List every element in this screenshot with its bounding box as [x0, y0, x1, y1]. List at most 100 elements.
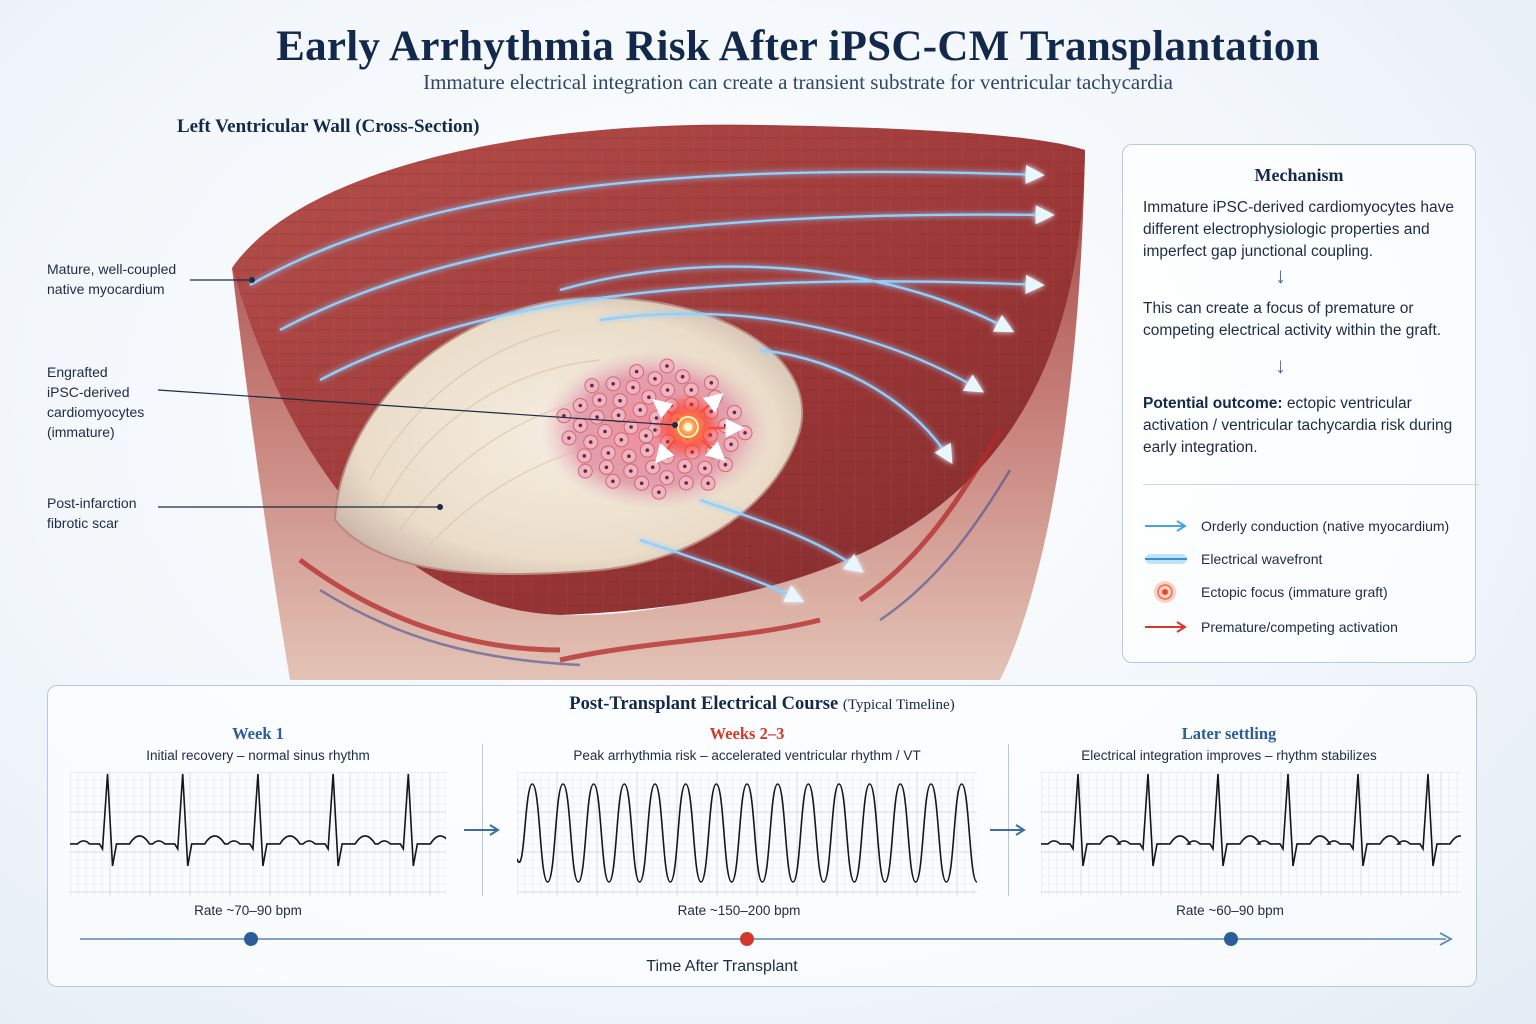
mechanism-outcome: Potential outcome: ectopic ventricular a…: [1143, 395, 1453, 456]
graft-cell-nucleus: [650, 465, 655, 470]
stage-divider: [482, 744, 483, 896]
graft-cell-nucleus: [665, 364, 669, 368]
ecg-trace: [70, 773, 446, 867]
callout-scar: Post-infarction fibrotic scar: [47, 495, 137, 531]
graft-cell-nucleus: [611, 479, 615, 484]
rate-week-1: Rate ~70–90 bpm: [194, 903, 302, 918]
graft-cell-nucleus: [743, 431, 747, 435]
stage-title: Later settling: [1181, 724, 1277, 743]
graft-cell-nucleus: [606, 451, 611, 455]
graft-cell-nucleus: [578, 403, 583, 408]
stage-week-1: Week 1 Initial recovery – normal sinus r…: [70, 724, 446, 763]
graft-cell-nucleus: [604, 465, 609, 470]
coronary-vessels: [298, 428, 1003, 663]
mechanism-step-1: Immature iPSC-derived cardiomyocytes hav…: [1143, 199, 1454, 260]
graft-cell-nucleus: [709, 381, 714, 385]
graft-cell-nucleus: [583, 469, 588, 473]
graft-cell-nucleus: [597, 398, 602, 402]
rate-weeks-2-3: Rate ~150–200 bpm: [677, 903, 801, 918]
timeline-title: Post-Transplant Electrical Course (Typic…: [569, 694, 955, 714]
blue-arrow-icon: [1145, 520, 1187, 532]
red-arrow-icon: [1145, 621, 1187, 633]
graft-cell-nucleus: [567, 436, 571, 440]
legend-divider: [1143, 484, 1479, 485]
graft-cell-nucleus: [706, 481, 710, 486]
stage-divider: [1008, 744, 1009, 896]
graft-cell-nucleus: [616, 413, 621, 418]
legend-item-ectopic-focus: Ectopic focus (immature graft): [1143, 580, 1388, 604]
graft-cell-nucleus: [653, 376, 657, 381]
ecg-grid-background: [70, 772, 446, 896]
graft-cell-nucleus: [665, 388, 670, 392]
ecg-trace: [517, 783, 977, 883]
graft-cell-nucleus: [729, 442, 733, 447]
legend-item-orderly-conduction: Orderly conduction (native myocardium): [1143, 514, 1449, 538]
ecg-strip-sinus-later: [1041, 772, 1461, 896]
page-subtitle: Immature electrical integration can crea…: [423, 70, 1173, 94]
down-arrow-icon: ↓: [1275, 263, 1286, 288]
graft-cell-nucleus: [562, 414, 566, 418]
stage-description: Peak arrhythmia risk – accelerated ventr…: [573, 748, 921, 763]
legend-item-wavefront: Electrical wavefront: [1143, 547, 1322, 571]
graft-cell-nucleus: [629, 469, 633, 473]
time-axis-label: Time After Transplant: [646, 958, 798, 975]
section-title: Left Ventricular Wall (Cross-Section): [177, 116, 480, 137]
ecg-strip-sinus-week-1: [70, 772, 446, 896]
graft-cell-nucleus: [647, 395, 651, 400]
stage-later-settling: Later settling Electrical integration im…: [1041, 724, 1417, 763]
graft-cell-nucleus: [595, 415, 599, 419]
progression-arrow-icon: [464, 824, 500, 836]
stage-description: Electrical integration improves – rhythm…: [1081, 748, 1377, 763]
graft-cell-nucleus: [732, 410, 737, 415]
graft-cell-nucleus: [588, 440, 593, 444]
ecg-grid-background: [1041, 772, 1461, 896]
callout-lines: [157, 279, 676, 508]
graft-cell-nucleus: [618, 398, 622, 403]
graft-cell-nucleus: [683, 464, 687, 469]
graft-cell-nucleus: [665, 455, 669, 459]
graft-cell-nucleus: [645, 448, 650, 453]
graft-cell-nucleus: [639, 481, 644, 486]
mechanism-title: Mechanism: [1254, 165, 1344, 185]
graft-cell-nucleus: [665, 475, 669, 480]
stage-title: Week 1: [232, 724, 284, 743]
graft-cell-nucleus: [582, 454, 587, 458]
graft-cell-nucleus: [689, 388, 694, 392]
graft-cell-nucleus: [680, 374, 685, 379]
legend-item-premature-activation: Premature/competing activation: [1143, 615, 1398, 639]
callout-graft: Engrafted iPSC-derived cardiomyocytes (i…: [47, 364, 145, 440]
ecg-strip-vt: [517, 772, 977, 896]
ecg-grid-background: [517, 772, 977, 896]
stage-weeks-2-3: Weeks 2–3 Peak arrhythmia risk – acceler…: [517, 724, 977, 763]
graft-cell-nucleus: [703, 466, 707, 471]
glow-line-icon: [1145, 554, 1187, 564]
stage-description: Initial recovery – normal sinus rhythm: [146, 748, 370, 763]
conduction-pathways: [249, 164, 1055, 603]
graft-cell-nucleus: [631, 385, 635, 390]
mechanism-step-2: This can create a focus of premature or …: [1143, 300, 1442, 339]
ecg-trace: [1041, 773, 1461, 867]
mechanism-panel: Mechanism Immature iPSC-derived cardiomy…: [1122, 144, 1479, 663]
premature-activation-arrows: [652, 392, 745, 464]
graft-cell-nucleus: [590, 383, 594, 388]
progression-arrow-icon: [990, 824, 1026, 836]
stage-title: Weeks 2–3: [709, 724, 785, 743]
graft-cell-nucleus: [638, 408, 642, 412]
down-arrow-icon: ↓: [1275, 353, 1286, 378]
graft-cell-nucleus: [619, 438, 624, 442]
graft-cell-nucleus: [657, 490, 661, 495]
graft-cell-nucleus: [723, 462, 728, 467]
graft-cell-nucleus: [634, 369, 639, 374]
graft-cell-nucleus: [629, 425, 633, 429]
graft-cell-nucleus: [684, 481, 688, 485]
rate-later: Rate ~60–90 bpm: [1176, 903, 1284, 918]
graft-cell-nucleus: [603, 429, 607, 434]
callout-native-myocardium: Mature, well-coupled native myocardium: [47, 261, 177, 297]
graft-cell-nucleus: [611, 382, 615, 386]
graft-cell-nucleus: [627, 454, 631, 459]
ectopic-focus-icon: [1154, 581, 1176, 603]
page-title: Early Arrhythmia Risk After iPSC-CM Tran…: [276, 23, 1320, 70]
graft-cell-nucleus: [578, 423, 583, 428]
graft-cell-nucleus: [644, 434, 648, 438]
